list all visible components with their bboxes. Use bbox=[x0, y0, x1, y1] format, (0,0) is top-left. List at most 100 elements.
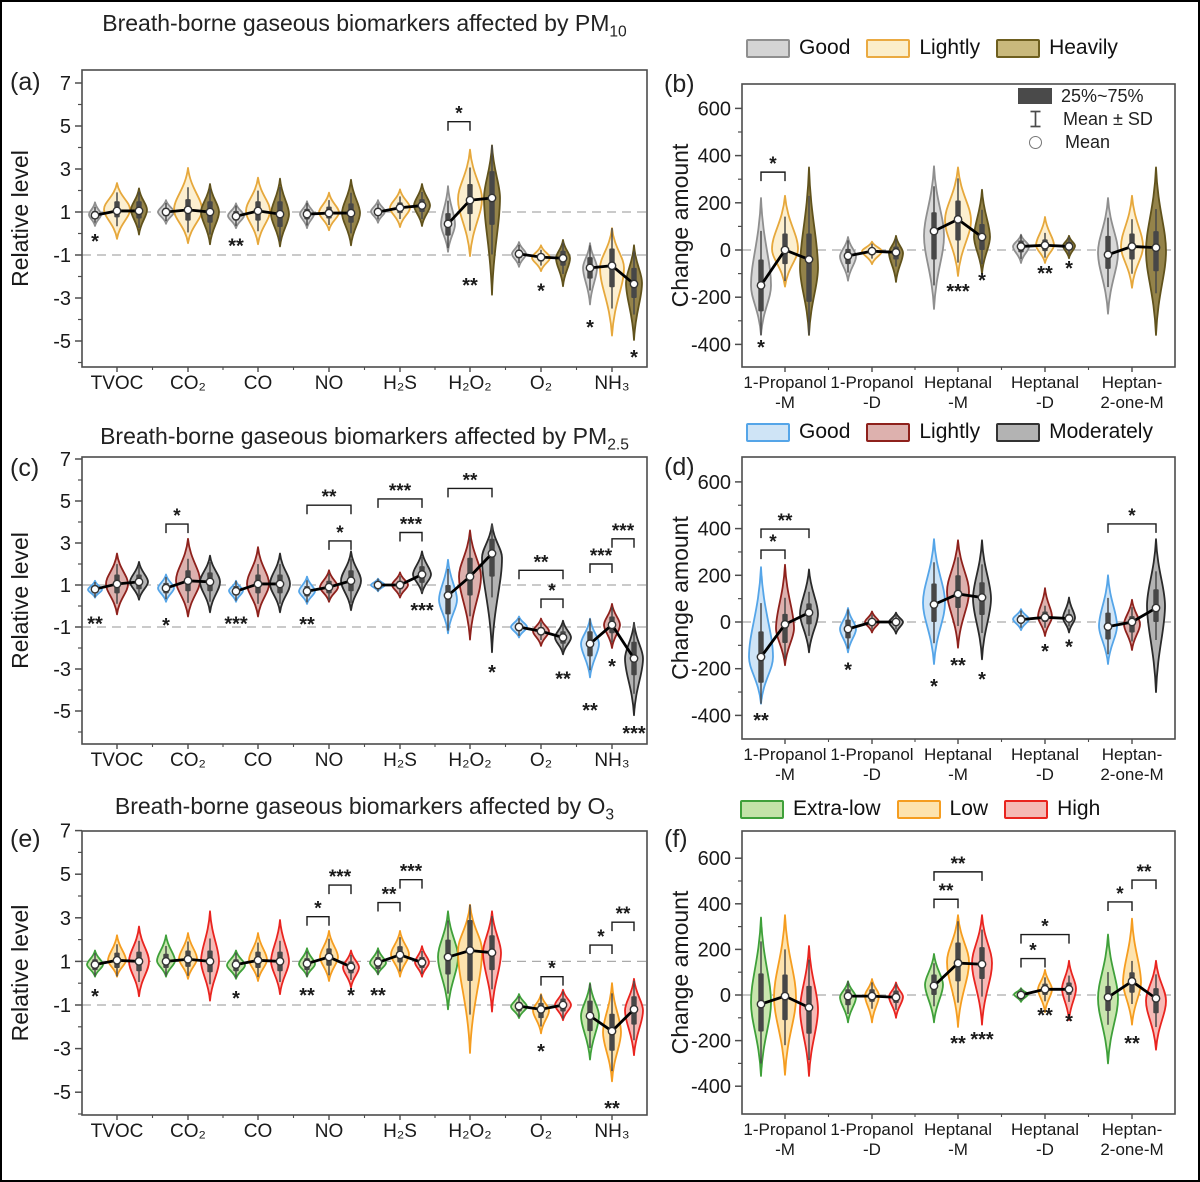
category-label: Heptan- bbox=[1102, 745, 1162, 764]
y-tick-label: 0 bbox=[720, 240, 731, 262]
significance-star: ** bbox=[382, 885, 397, 906]
y-tick-label: -400 bbox=[691, 1076, 731, 1098]
panel-a-title-text: Breath-borne gaseous biomarkers affected… bbox=[102, 10, 610, 36]
significance-star: ** bbox=[951, 854, 966, 875]
legend-item-high: High bbox=[1004, 797, 1100, 821]
panel-e-title-sub: 3 bbox=[605, 806, 615, 824]
errorbar-glyph bbox=[1030, 110, 1041, 128]
significance-star: * bbox=[769, 154, 777, 175]
legend-item-moderately: Moderately bbox=[996, 420, 1153, 444]
significance-star: * bbox=[336, 523, 344, 544]
significance-star: * bbox=[978, 669, 986, 691]
mean-dot bbox=[443, 952, 453, 962]
mean-dot bbox=[231, 211, 241, 221]
y-tick-label: 5 bbox=[60, 116, 71, 138]
mean-dot bbox=[183, 954, 193, 964]
mean-dot bbox=[607, 261, 617, 271]
mean-dot bbox=[843, 991, 853, 1001]
legend-swatch-moderately bbox=[996, 422, 1041, 442]
mean-dot bbox=[465, 572, 475, 581]
panel-a-title: Breath-borne gaseous biomarkers affected… bbox=[82, 10, 647, 42]
mean-dot bbox=[536, 1004, 546, 1014]
legend-item-heavily: Heavily bbox=[996, 36, 1118, 60]
significance-star: ** bbox=[616, 904, 631, 925]
category-label: 1-Propanol bbox=[830, 373, 913, 392]
mean-dot bbox=[780, 991, 790, 1001]
panel-e-title: Breath-borne gaseous biomarkers affected… bbox=[82, 793, 647, 825]
category-label: -D bbox=[1036, 1140, 1054, 1159]
mean-dot bbox=[253, 955, 263, 965]
mean-dot bbox=[324, 952, 334, 962]
mean-dot bbox=[443, 591, 453, 600]
y-axis-title: Change amount bbox=[667, 890, 693, 1054]
legend-o3: Extra-low Low High bbox=[740, 797, 1100, 821]
mean-dot bbox=[756, 652, 766, 662]
category-label: CO₂ bbox=[170, 1121, 206, 1142]
stats-legend-mean-row: Mean bbox=[1018, 132, 1153, 152]
significance-star: * bbox=[314, 899, 322, 920]
category-label: NH₃ bbox=[594, 1121, 629, 1142]
significance-star: ** bbox=[778, 511, 793, 532]
mean-dot bbox=[1016, 990, 1026, 1000]
mean-dot bbox=[373, 958, 383, 967]
mean-dot bbox=[867, 991, 877, 1001]
significance-star: ** bbox=[582, 700, 598, 722]
mean-dot bbox=[843, 624, 853, 634]
legend-swatch-good bbox=[746, 38, 790, 58]
category-label: -M bbox=[775, 393, 795, 412]
significance-bracket bbox=[399, 531, 423, 542]
mean-dot bbox=[183, 205, 193, 215]
category-label: -D bbox=[863, 1140, 881, 1159]
mean-dot bbox=[585, 1011, 595, 1021]
panel-label-e: (e) bbox=[10, 825, 41, 853]
iqr-box bbox=[931, 212, 937, 260]
legend-swatch-good bbox=[746, 422, 790, 442]
significance-bracket bbox=[540, 975, 564, 986]
mean-dot bbox=[804, 255, 814, 264]
y-tick-label: -5 bbox=[53, 1082, 71, 1104]
mean-dot bbox=[395, 580, 405, 590]
significance-star: ** bbox=[604, 1098, 620, 1120]
mean-dot bbox=[90, 584, 100, 594]
mean-dot bbox=[891, 247, 901, 257]
mean-dot bbox=[867, 246, 877, 256]
significance-bracket bbox=[447, 487, 493, 498]
y-axis-title: Relative level bbox=[7, 150, 33, 287]
y-axis-title: Change amount bbox=[667, 516, 693, 680]
mean-dot bbox=[1040, 984, 1050, 994]
mean-label: Mean bbox=[1065, 131, 1111, 152]
significance-star: * bbox=[1041, 917, 1049, 938]
mean-dot bbox=[1064, 984, 1074, 994]
significance-bracket bbox=[933, 871, 983, 881]
mean-dot bbox=[756, 999, 766, 1009]
mean-dot bbox=[891, 617, 901, 627]
significance-star: ** bbox=[87, 613, 103, 635]
mean-dot bbox=[487, 549, 497, 558]
category-label: O₂ bbox=[530, 1121, 552, 1142]
panel-label-d: (d) bbox=[664, 453, 695, 481]
mean-dot bbox=[465, 946, 475, 955]
category-label: 1-Propanol bbox=[830, 1120, 913, 1139]
significance-star: *** bbox=[590, 546, 613, 567]
significance-star: *** bbox=[400, 515, 423, 536]
mean-dot bbox=[395, 950, 405, 960]
mean-dot bbox=[514, 622, 524, 632]
significance-star: ** bbox=[939, 881, 954, 902]
mean-dot bbox=[1040, 612, 1050, 622]
legend-swatch-low bbox=[896, 799, 941, 819]
mean-dot bbox=[302, 959, 312, 968]
panel-c-title-sub: 2.5 bbox=[607, 436, 629, 454]
panel-label-c: (c) bbox=[10, 454, 40, 482]
category-label: 2-one-M bbox=[1100, 765, 1163, 784]
mean-dot bbox=[585, 263, 595, 273]
legend-label-low: Low bbox=[949, 797, 989, 820]
mean-dot bbox=[607, 620, 617, 630]
mean-dot bbox=[346, 962, 356, 972]
mean-dot bbox=[1127, 976, 1137, 986]
mean-dot bbox=[275, 957, 285, 966]
mean-dot bbox=[324, 582, 334, 592]
mean-dot bbox=[1127, 617, 1137, 627]
significance-star: ** bbox=[950, 655, 966, 677]
mean-dot bbox=[373, 207, 383, 217]
